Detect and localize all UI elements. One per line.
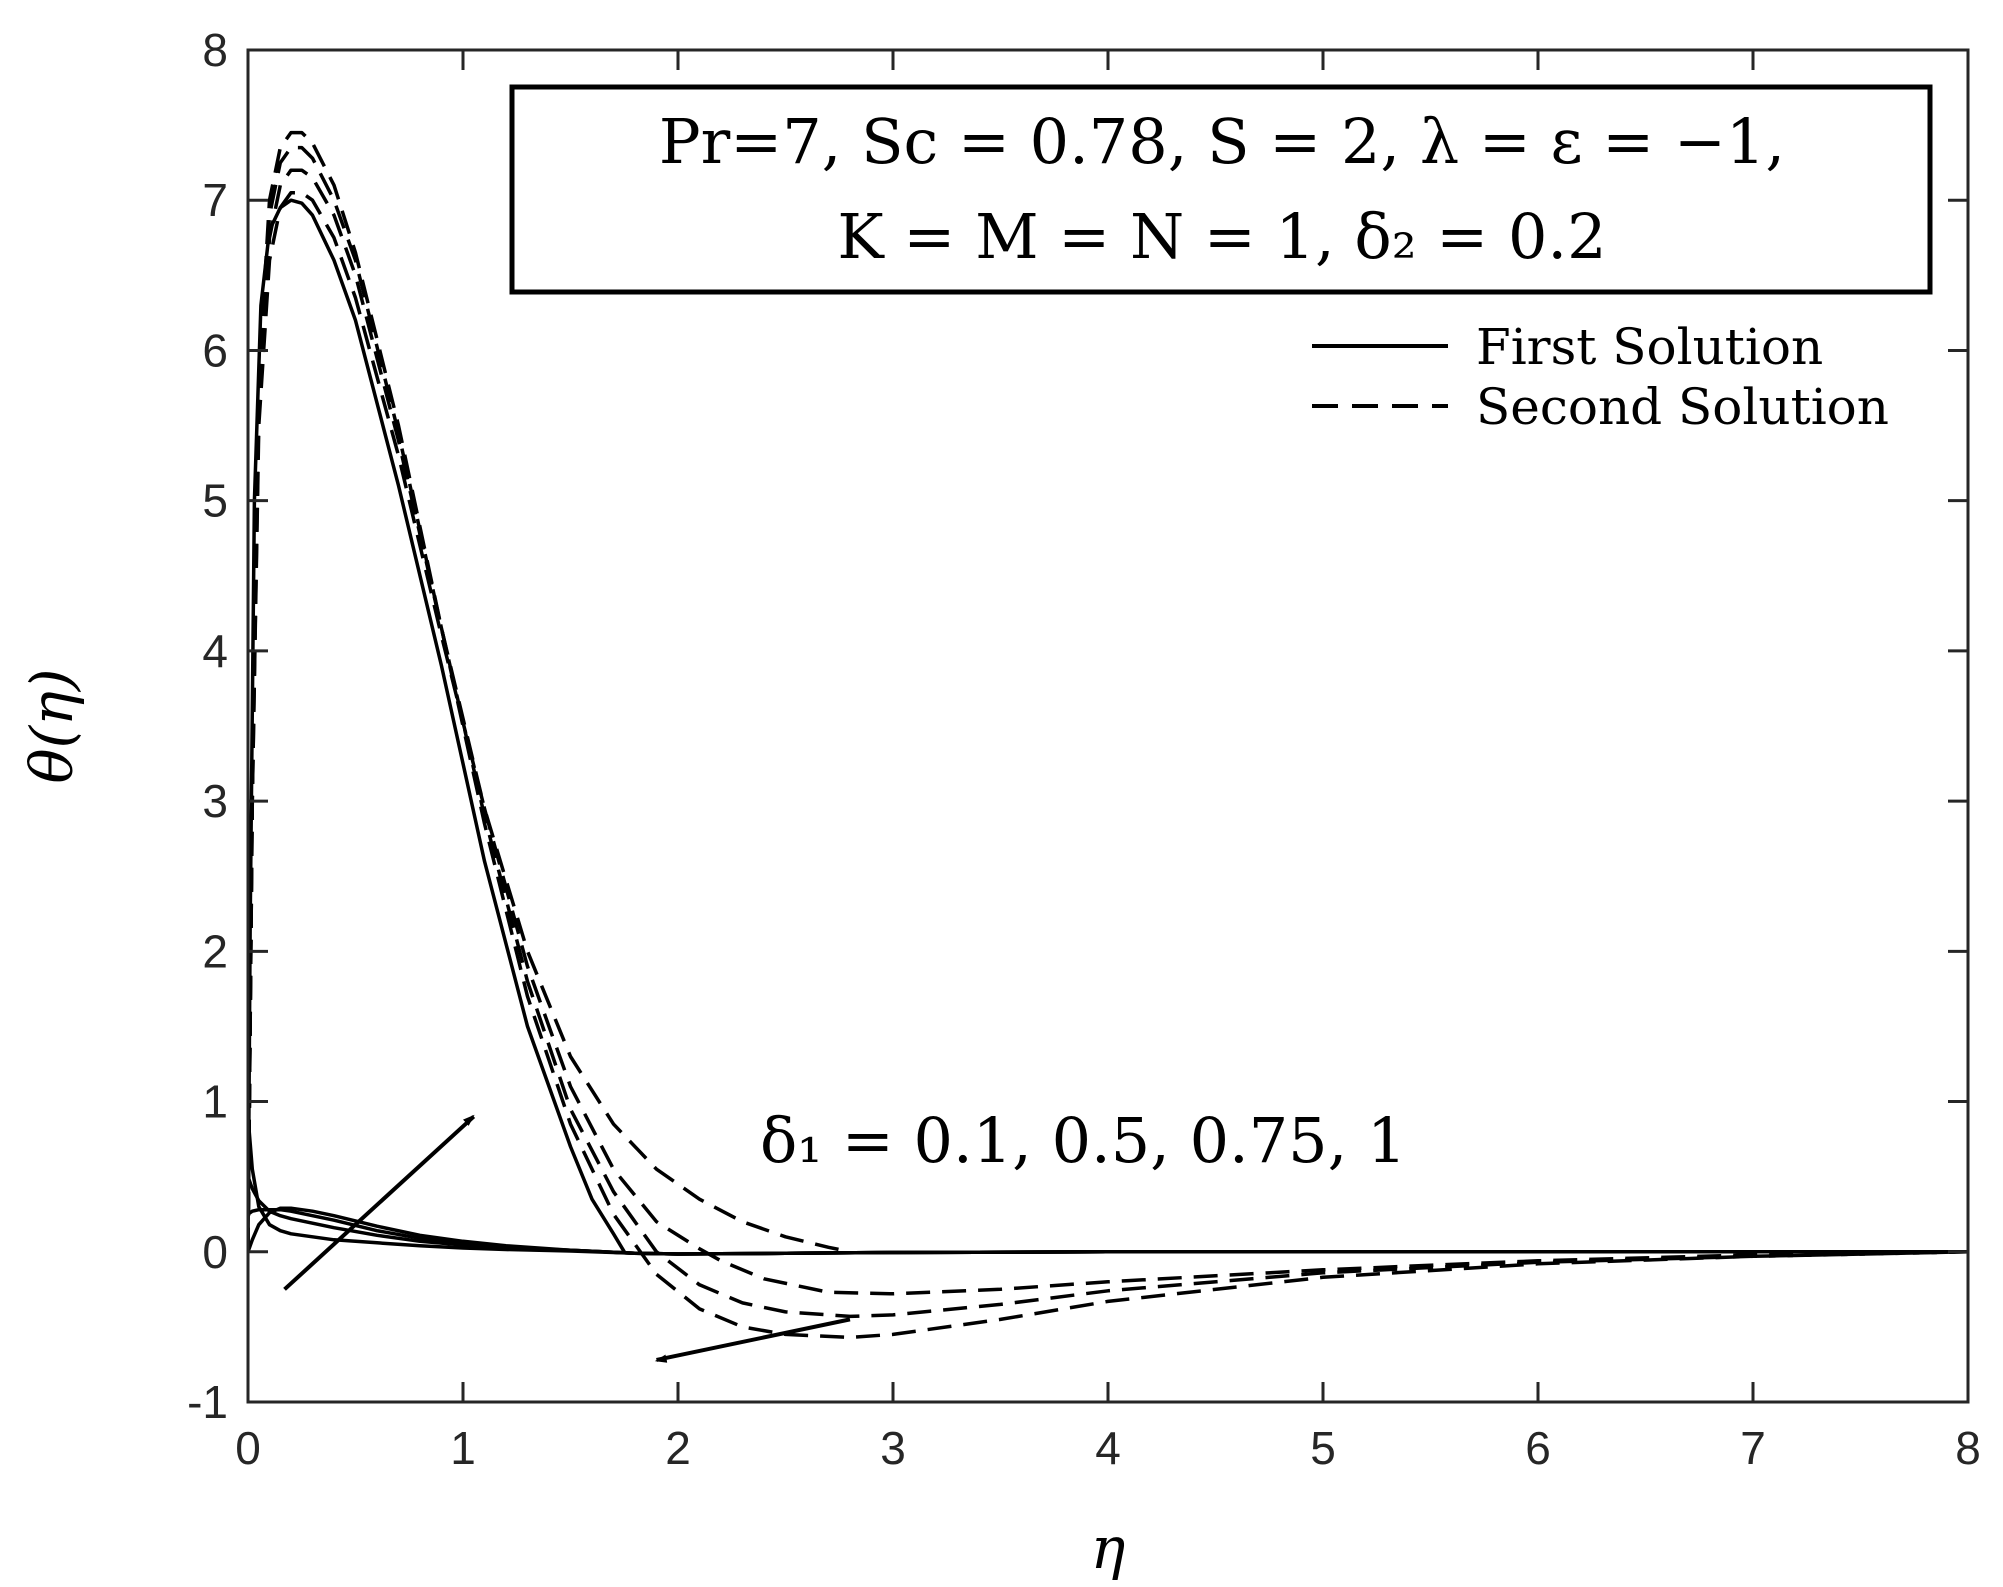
y-axis-label: θ(η) [18,669,86,784]
arrow-decreasing [654,1317,851,1363]
y-tick-label: 3 [202,775,228,827]
parameter-box-line2: K = M = N = 1, δ₂ = 0.2 [837,200,1606,273]
x-tick-label: 3 [880,1422,906,1474]
legend-label-first: First Solution [1476,318,1823,376]
x-tick-label: 5 [1310,1422,1336,1474]
arrow-increasing [283,1114,476,1291]
x-tick-label: 6 [1525,1422,1551,1474]
x-tick-label: 8 [1955,1422,1981,1474]
second-solution-line-5 [248,190,851,1254]
x-tick-label: 2 [665,1422,691,1474]
legend-label-second: Second Solution [1476,378,1889,436]
first-solution-line-4 [248,198,626,1253]
parameter-box-frame [509,84,1933,295]
plot-frame [246,48,1970,1404]
y-tick-label: -1 [187,1376,228,1428]
y-tick-label: 7 [202,174,228,226]
y-tick-label: 0 [202,1226,228,1278]
x-tick-label: 0 [235,1422,261,1474]
parameter-box-line1: Pr=7, Sc = 0.78, S = 2, λ = ε = −1, [659,105,1785,178]
legend: First Solution Second Solution [1312,318,1889,436]
first-solution-line-3 [248,1116,1968,1256]
delta1-annotation: δ₁ = 0.1, 0.5, 0.75, 1 [760,1104,1407,1177]
second-solution-line-8 [248,130,1968,1340]
y-tick-label: 4 [202,625,228,677]
second-solution-line-6 [248,168,1968,1296]
y-tick-label: 2 [202,925,228,977]
x-tick-label: 4 [1095,1422,1121,1474]
y-tick-label: 8 [202,24,228,76]
series-layer [248,130,1968,1340]
x-axis-label: η [1091,1514,1126,1582]
x-tick-label: 7 [1740,1422,1766,1474]
y-tick-label: 1 [202,1076,228,1128]
parameter-box: Pr=7, Sc = 0.78, S = 2, λ = ε = −1, K = … [509,84,1933,295]
second-solution-line-7 [248,145,1968,1319]
y-tick-label: 6 [202,324,228,376]
y-tick-label: 5 [202,475,228,527]
x-tick-label: 1 [450,1422,476,1474]
